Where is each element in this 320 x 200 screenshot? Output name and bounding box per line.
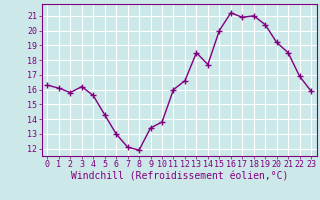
X-axis label: Windchill (Refroidissement éolien,°C): Windchill (Refroidissement éolien,°C)	[70, 172, 288, 182]
